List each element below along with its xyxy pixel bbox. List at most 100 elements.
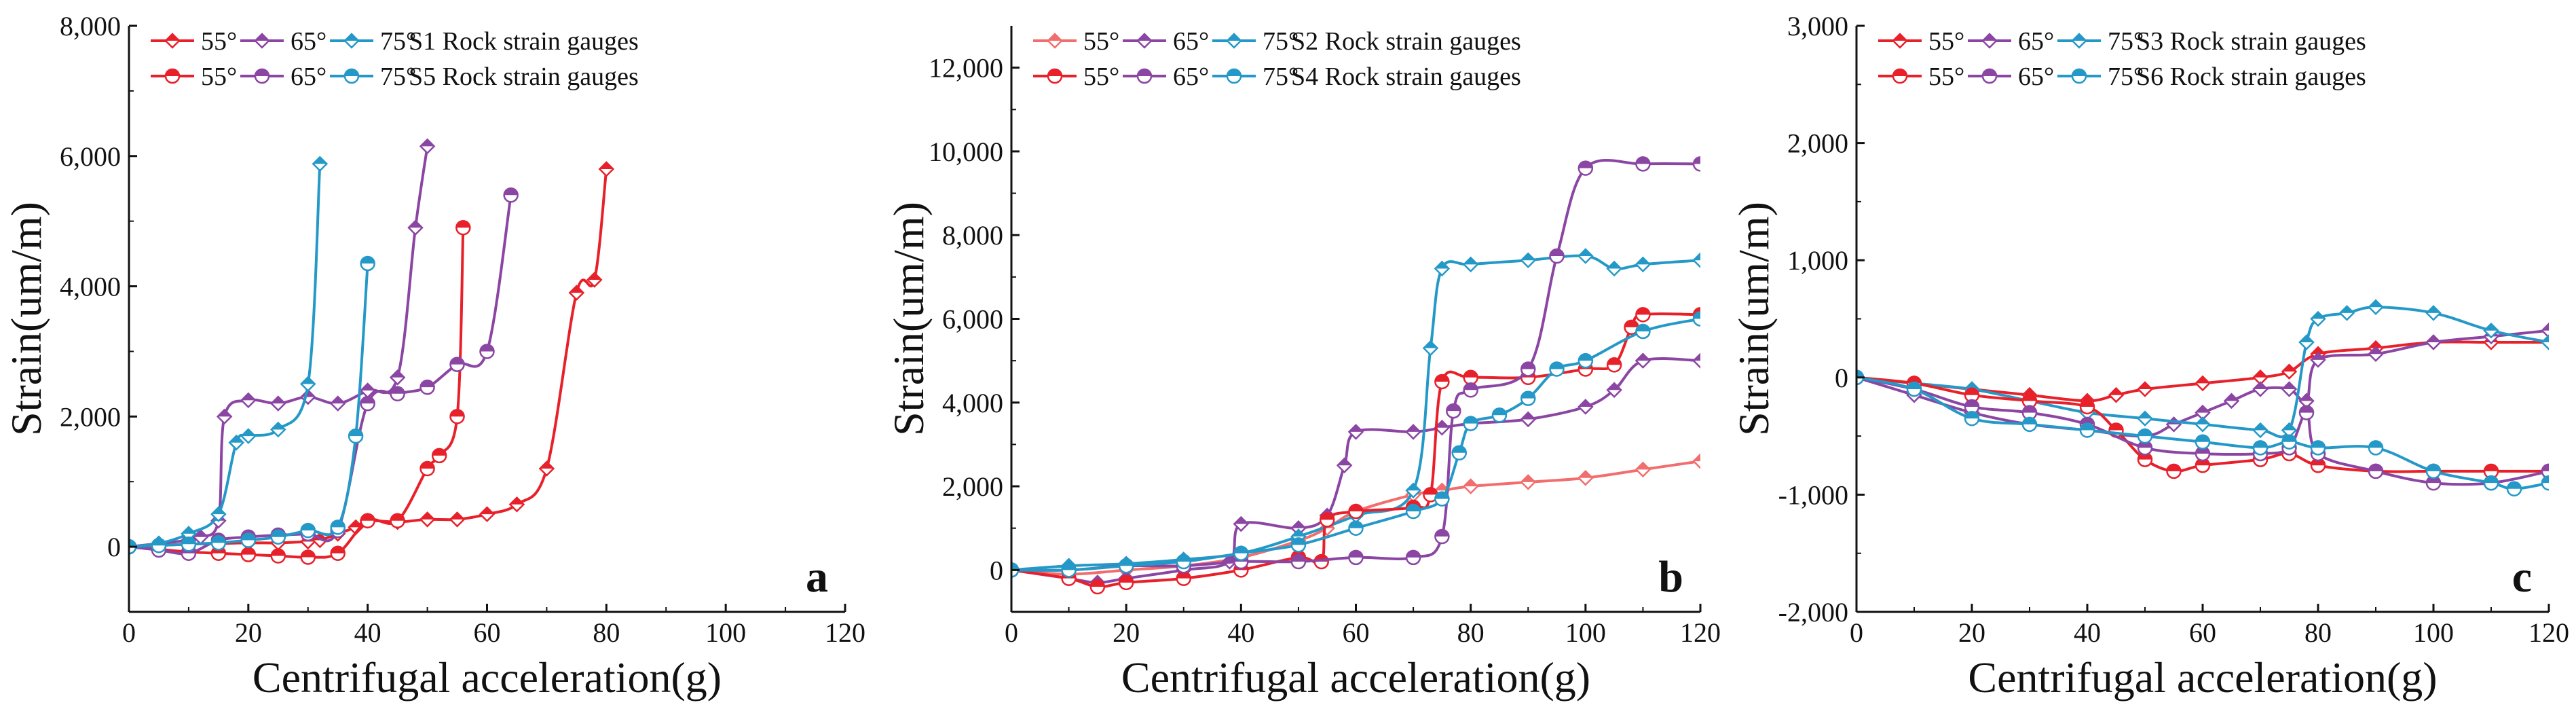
data-point-fill xyxy=(2369,341,2383,348)
legend-marker-fill xyxy=(1048,34,1062,41)
data-point-fill xyxy=(1636,324,1650,331)
series-s4-75- xyxy=(1011,311,1700,578)
data-point-fill xyxy=(1607,383,1622,390)
data-point-fill xyxy=(241,547,255,555)
chart-panel-c: 0 20 40 60 80 100 120 -2,000 -1,000 0 1,000 2,000 3,… xyxy=(1730,11,2569,702)
data-point-fill xyxy=(480,344,494,352)
data-point-fill xyxy=(1694,253,1700,261)
x-tick-label: 80 xyxy=(2304,617,2332,648)
data-point-fill xyxy=(1550,249,1564,257)
data-point-fill xyxy=(420,462,434,469)
data-point-fill xyxy=(360,513,375,521)
data-point-fill xyxy=(2196,417,2209,424)
data-point-fill xyxy=(1578,161,1592,168)
data-point-fill xyxy=(1907,376,1921,384)
data-point-fill xyxy=(1521,253,1535,261)
data-point-fill xyxy=(1578,471,1592,478)
data-point-fill xyxy=(1694,312,1700,319)
data-point-fill xyxy=(2023,417,2036,424)
data-point-fill xyxy=(241,533,255,541)
data-point-fill xyxy=(1423,488,1438,495)
y-tick-label: 10,000 xyxy=(929,137,1003,167)
data-point-fill xyxy=(480,507,494,515)
series-s3-75- xyxy=(1856,299,2549,439)
data-point-fill xyxy=(1636,354,1650,361)
data-point-fill xyxy=(1234,546,1248,553)
legend-label: 75° xyxy=(2108,62,2144,91)
data-point-fill xyxy=(2427,306,2440,313)
legend-label: 55° xyxy=(1083,62,1119,91)
series-s1-65- xyxy=(129,138,436,555)
y-axis-title: Strain(um/m) xyxy=(884,202,933,436)
data-point-fill xyxy=(1636,308,1650,315)
data-point-fill xyxy=(1578,354,1592,361)
data-point-fill xyxy=(1965,388,1979,395)
y-tick-label: 6,000 xyxy=(942,304,1003,335)
data-point-fill xyxy=(1607,358,1622,365)
panel-letter: a xyxy=(806,552,828,602)
data-point-fill xyxy=(211,507,225,515)
y-tick-label: 6,000 xyxy=(60,141,121,172)
x-tick-label: 20 xyxy=(1113,617,1140,648)
legend-row: 55° 65° 75°S5 Rock strain gauges xyxy=(151,62,639,91)
y-tick-label: 2,000 xyxy=(60,401,121,432)
data-point-fill xyxy=(540,462,554,469)
data-point-fill xyxy=(1550,362,1564,369)
data-point-fill xyxy=(1406,424,1421,432)
data-point-fill xyxy=(587,272,601,280)
legend-suffix: S3 Rock strain gauges xyxy=(2136,27,2366,56)
data-point-fill xyxy=(129,540,136,547)
legend-marker-fill xyxy=(2072,34,2086,41)
legend-label: 55° xyxy=(201,27,237,56)
data-point-fill xyxy=(2507,481,2521,489)
y-tick-label: 2,000 xyxy=(942,471,1003,502)
data-point-fill xyxy=(2109,423,2123,431)
data-point-fill xyxy=(211,536,225,543)
x-tick-label: 40 xyxy=(354,617,381,648)
data-point-fill xyxy=(432,448,447,456)
data-point-fill xyxy=(241,393,255,401)
y-tick-label: 12,000 xyxy=(929,53,1003,84)
data-point-fill xyxy=(360,383,375,390)
series-s5-75- xyxy=(129,255,375,555)
legend-marker-fill xyxy=(1893,69,1907,76)
data-point-fill xyxy=(301,377,315,384)
data-point-fill xyxy=(2254,423,2267,431)
data-point-fill xyxy=(599,162,614,169)
data-point-fill xyxy=(2311,352,2325,360)
x-tick-label: 120 xyxy=(825,617,865,648)
legend-label: 65° xyxy=(1173,62,1209,91)
data-point-fill xyxy=(2254,382,2267,390)
x-tick-label: 20 xyxy=(1958,617,1985,648)
data-point-fill xyxy=(1694,157,1700,164)
x-tick-label: 60 xyxy=(474,617,501,648)
data-point-fill xyxy=(181,526,195,534)
x-tick-label: 80 xyxy=(1457,617,1485,648)
y-tick-label: 2,000 xyxy=(1787,128,1848,159)
data-point-fill xyxy=(241,429,255,437)
data-point-fill xyxy=(450,410,464,417)
data-point-fill xyxy=(2484,323,2498,331)
data-point-fill xyxy=(1176,571,1191,579)
data-point-fill xyxy=(331,546,345,553)
x-tick-label: 0 xyxy=(1850,617,1863,648)
series-line xyxy=(1856,376,2549,490)
legend-label: 75° xyxy=(380,27,416,56)
data-point-fill xyxy=(1463,416,1478,424)
x-axis-title: Centrifugal acceleration(g) xyxy=(1121,653,1590,702)
data-point-fill xyxy=(2484,476,2498,484)
data-point-fill xyxy=(1349,550,1363,558)
data-point-fill xyxy=(2023,394,2036,401)
data-point-fill xyxy=(1578,399,1592,407)
legend-label: 65° xyxy=(291,62,326,91)
legend-label: 65° xyxy=(2018,27,2054,56)
data-point-fill xyxy=(331,520,345,528)
data-point-fill xyxy=(1521,362,1535,369)
x-axis-title: Centrifugal acceleration(g) xyxy=(1968,653,2437,702)
data-point-fill xyxy=(349,520,363,528)
data-point-fill xyxy=(456,221,470,228)
data-point-fill xyxy=(1423,341,1438,348)
